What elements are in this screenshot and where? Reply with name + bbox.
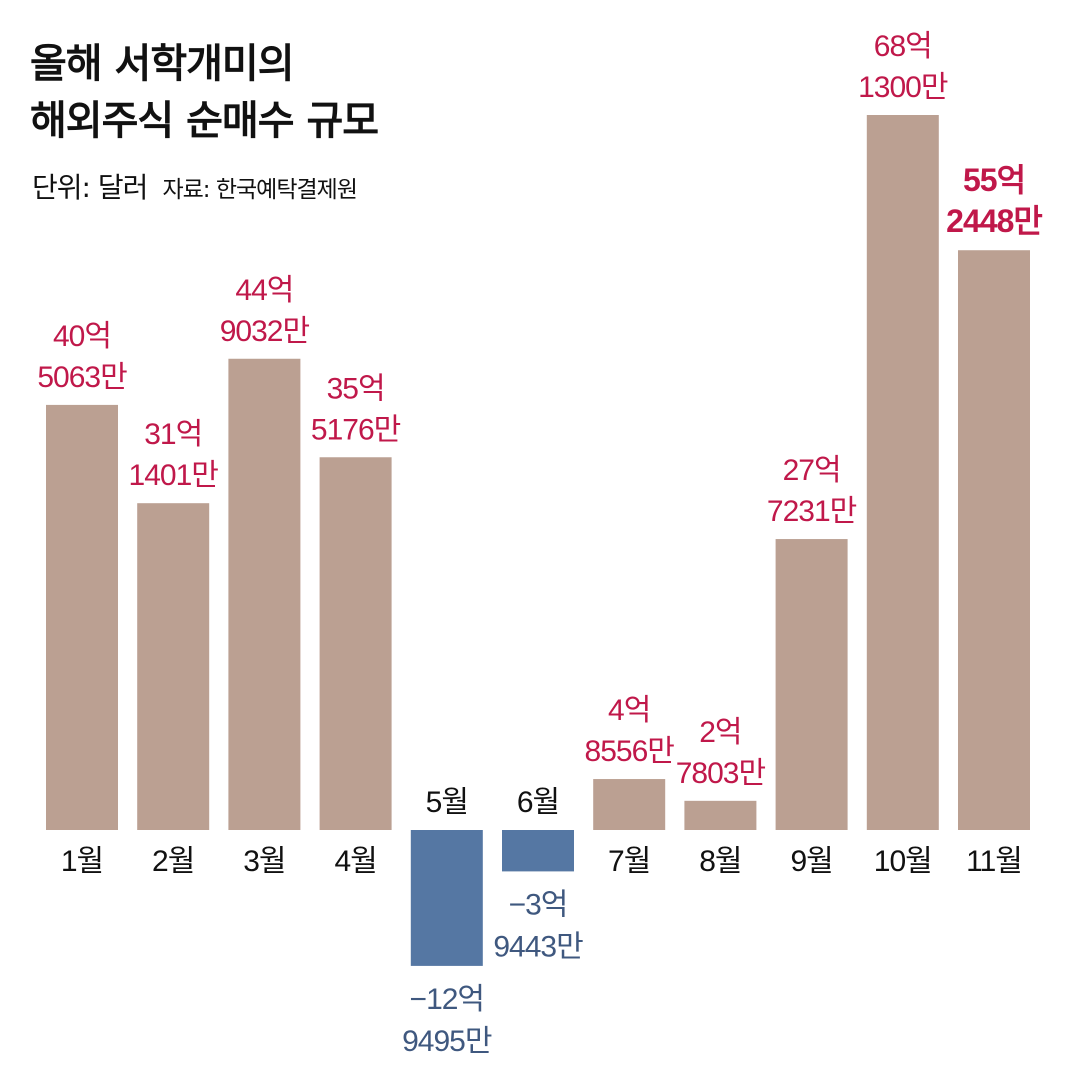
bar-7 [593,779,666,830]
value-label-1-line-2: 5063만 [37,361,127,394]
bar-6 [502,830,574,872]
value-label-9-line-1: 27억 [783,454,841,487]
value-label-11-line-1: 55억 [963,162,1025,198]
month-label-5: 5월 [426,786,468,819]
bar-5 [410,830,483,966]
bar-4 [319,457,392,830]
bar-2 [137,503,210,830]
bar-1 [46,404,118,830]
source-label: 자료: 한국예탁결제원 [162,177,358,203]
month-label-7: 7월 [608,845,650,878]
value-label-2-line-1: 31억 [144,418,202,451]
month-label-9: 9월 [790,845,832,878]
value-label-8-line-2: 7803만 [676,757,766,790]
bar-8 [684,800,757,830]
month-label-3: 3월 [243,845,285,878]
month-label-6: 6월 [517,786,559,819]
value-label-2-line-2: 1401만 [129,459,219,492]
chart-title-line-2: 해외주식 순매수 규모 [30,98,379,144]
month-label-2: 2월 [152,845,194,878]
value-label-8-line-1: 2억 [699,716,741,749]
value-label-6-line-1: −3억 [509,888,568,921]
value-label-10-line-1: 68억 [874,30,932,63]
value-label-4-line-2: 5176만 [311,413,401,446]
value-label-9-line-2: 7231만 [767,495,857,528]
value-label-3-line-2: 9032만 [220,315,310,348]
bar-11 [958,250,1030,830]
value-label-5-line-2: 9495만 [402,1025,492,1058]
month-label-8: 8월 [699,845,741,878]
chart-title-line-1: 올해 서학개미의 [30,41,295,87]
value-label-11-line-2: 2448만 [946,203,1042,239]
value-label-7-line-2: 8556만 [585,735,675,768]
bar-9 [775,539,848,830]
value-label-1-line-1: 40억 [53,320,111,353]
month-label-10: 10월 [874,845,932,878]
month-label-1: 1월 [61,845,103,878]
chart-title: 올해 서학개미의 해외주식 순매수 규모 [30,36,379,150]
bar-10 [866,115,939,830]
value-label-6-line-2: 9443만 [493,930,583,963]
value-label-10-line-2: 1300만 [858,71,948,104]
value-label-5-line-1: −12억 [410,983,485,1016]
value-label-4-line-1: 35억 [327,372,385,405]
chart-subtitle: 단위: 달러 자료: 한국예탁결제원 [32,166,358,206]
unit-label: 단위: 달러 [32,171,148,204]
value-label-3-line-1: 44억 [235,274,293,307]
month-label-4: 4월 [334,845,376,878]
value-label-7-line-1: 4억 [608,694,650,727]
month-label-11: 11월 [966,845,1022,878]
bar-3 [228,358,301,830]
